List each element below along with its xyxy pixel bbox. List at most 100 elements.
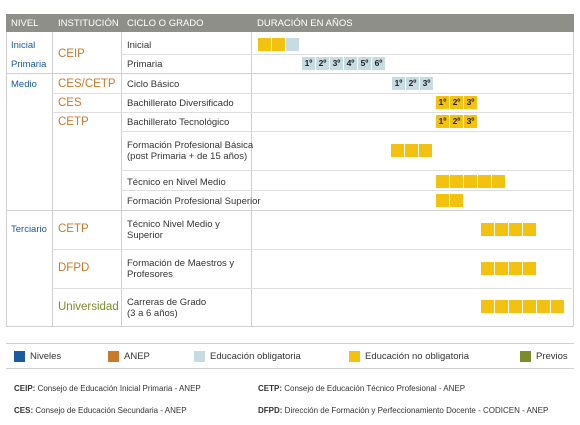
legend-swatch-niveles	[14, 351, 25, 362]
ciclo-bach-tecnologico: Bachillerato Tecnológico	[127, 117, 230, 128]
abbr-ceip-text: Consejo de Educación Inicial Primaria - …	[35, 384, 201, 393]
year-block-inicial	[258, 38, 271, 51]
year-block-primaria: 5º	[358, 57, 371, 70]
legend-no-obligatoria: Educación no obligatoria	[365, 351, 470, 362]
year-block-tnms	[509, 223, 522, 236]
inst-ces: CES	[58, 97, 82, 109]
year-block-fpb	[419, 144, 432, 157]
ciclo-grado-line2: (3 a 6 años)	[127, 308, 178, 319]
year-block-fps	[436, 194, 449, 207]
abbr-cetp-text: Consejo de Educación Técnico Profesional…	[282, 384, 466, 393]
abbr-ces: CES: Consejo de Educación Secundaria - A…	[14, 406, 187, 415]
year-block-bach-tec: 3º	[464, 115, 477, 128]
nivel-medio: Medio	[11, 79, 37, 90]
legend-obligatoria: Educación obligatoria	[210, 351, 301, 362]
section-divider	[6, 73, 572, 74]
inst-universidad: Universidad	[58, 301, 119, 313]
year-block-bach-tec: 2º	[450, 115, 463, 128]
nivel-terciario: Terciario	[11, 224, 47, 235]
year-block-grado	[481, 300, 494, 313]
year-block-maestros	[509, 262, 522, 275]
year-block-tnm	[436, 175, 449, 188]
nivel-primaria: Primaria	[11, 59, 47, 70]
row-divider	[52, 112, 572, 113]
header-duracion: DURACIÓN EN AÑOS	[257, 18, 353, 29]
legend-swatch-anep	[108, 351, 119, 362]
inst-dfpd: DFPD	[58, 262, 90, 274]
abbr-ceip-key: CEIP:	[14, 384, 36, 393]
row-divider	[121, 190, 572, 191]
year-block-inicial	[272, 38, 285, 51]
inst-ceip: CEIP	[58, 48, 85, 60]
nivel-inicial: Inicial	[11, 40, 36, 51]
year-block-primaria: 6º	[372, 57, 385, 70]
ciclo-maestros-line1: Formación de Maestros y	[127, 258, 235, 269]
legend-swatch-no-obligatoria	[349, 351, 360, 362]
inst-cetp: CETP	[58, 116, 89, 128]
legend-previos: Previos	[536, 351, 568, 362]
year-block-ciclo-basico: 1º	[392, 77, 405, 90]
year-block-tnms	[495, 223, 508, 236]
abbr-dfpd-key: DFPD:	[258, 406, 283, 415]
legend-swatch-obligatoria	[194, 351, 205, 362]
row-divider	[52, 249, 572, 250]
ciclo-basico: Ciclo Básico	[127, 79, 180, 90]
ciclo-tecnico-nivel-medio: Técnico en Nivel Medio	[127, 177, 226, 188]
ciclo-tnms-line2: Superior	[127, 230, 163, 241]
year-block-primaria: 3º	[330, 57, 343, 70]
ciclo-fpb-line1: Formación Profesional Básica	[127, 140, 254, 151]
row-divider	[121, 170, 572, 171]
abbr-ceip: CEIP: Consejo de Educación Inicial Prima…	[14, 384, 201, 393]
column-divider	[251, 32, 252, 327]
year-block-fps	[450, 194, 463, 207]
year-block-primaria: 1º	[302, 57, 315, 70]
year-block-inicial	[286, 38, 299, 51]
legend-niveles: Niveles	[30, 351, 62, 362]
year-block-maestros	[523, 262, 536, 275]
ciclo-tnms-line1: Técnico Nivel Medio y	[127, 219, 220, 230]
row-divider	[121, 131, 572, 132]
row-divider	[52, 93, 572, 94]
legend-divider-bottom	[6, 368, 574, 369]
year-block-maestros	[495, 262, 508, 275]
year-block-tnm	[492, 175, 505, 188]
year-block-fpb	[405, 144, 418, 157]
abbr-ces-key: CES:	[14, 406, 34, 415]
year-block-fpb	[391, 144, 404, 157]
ciclo-fpb-line2: (post Primaria + de 15 años)	[127, 151, 248, 162]
table-frame	[6, 32, 574, 327]
year-block-tnms	[481, 223, 494, 236]
header-nivel: NIVEL	[11, 18, 39, 29]
year-block-tnm	[450, 175, 463, 188]
abbr-dfpd-text: Dirección de Formación y Perfeccionamien…	[282, 406, 549, 415]
abbr-cetp: CETP: Consejo de Educación Técnico Profe…	[258, 384, 465, 393]
year-block-bach-div: 3º	[464, 96, 477, 109]
year-block-grado	[509, 300, 522, 313]
legend-anep: ANEP	[124, 351, 150, 362]
inst-cetp-terciario: CETP	[58, 223, 89, 235]
year-block-grado	[537, 300, 550, 313]
year-block-bach-div: 1º	[436, 96, 449, 109]
year-block-primaria: 4º	[344, 57, 357, 70]
year-block-ciclo-basico: 3º	[420, 77, 433, 90]
year-block-primaria: 2º	[316, 57, 329, 70]
year-block-ciclo-basico: 2º	[406, 77, 419, 90]
ciclo-fp-superior: Formación Profesional Superior	[127, 196, 261, 207]
row-divider	[121, 54, 572, 55]
legend-swatch-previos	[520, 351, 531, 362]
column-divider	[52, 32, 53, 327]
year-block-tnm	[478, 175, 491, 188]
abbr-ces-text: Consejo de Educación Secundaria - ANEP	[33, 406, 187, 415]
ciclo-bach-diversificado: Bachillerato Diversificado	[127, 98, 234, 109]
ciclo-grado-line1: Carreras de Grado	[127, 297, 207, 308]
column-divider	[121, 32, 122, 327]
year-block-maestros	[481, 262, 494, 275]
legend-divider-top	[6, 343, 574, 344]
year-block-grado	[495, 300, 508, 313]
ciclo-inicial: Inicial	[127, 40, 152, 51]
ciclo-primaria: Primaria	[127, 59, 163, 70]
header-ciclo: CICLO O GRADO	[127, 18, 204, 29]
inst-ces-cetp: CES/CETP	[58, 78, 116, 90]
table-header: NIVEL INSTITUCIÓN CICLO O GRADO DURACIÓN…	[6, 14, 574, 32]
year-block-grado	[523, 300, 536, 313]
